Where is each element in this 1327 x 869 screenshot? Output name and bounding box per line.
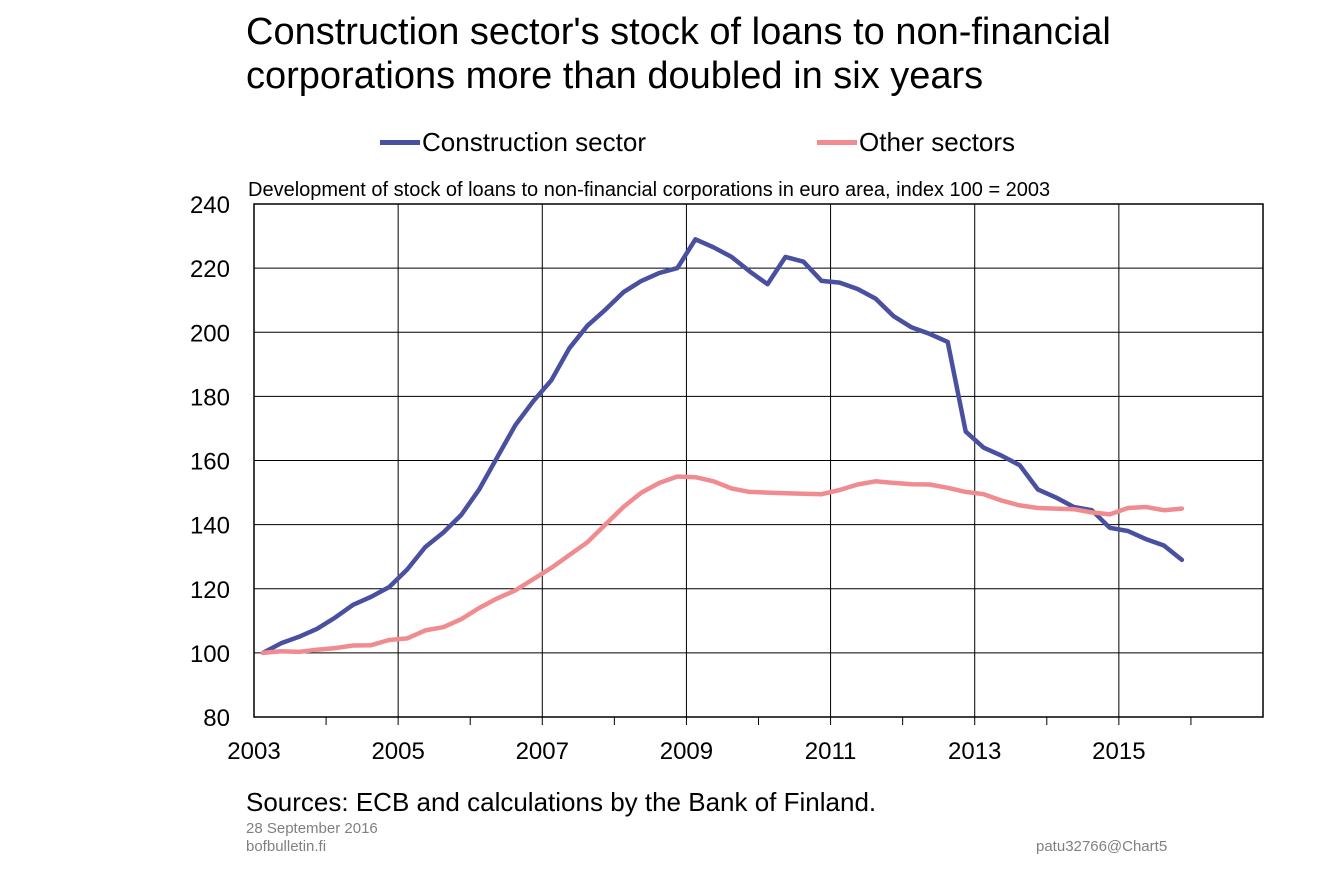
x-tick-label: 2013 (948, 738, 1001, 765)
y-tick-label: 200 (190, 320, 230, 347)
y-tick-label: 80 (203, 705, 230, 732)
x-tick-label: 2003 (227, 738, 280, 765)
x-tick-label: 2011 (805, 738, 857, 765)
x-tick-label: 2007 (516, 738, 569, 765)
sources-note: Sources: ECB and calculations by the Ban… (246, 787, 877, 817)
publication-date: 28 September 2016 (246, 820, 378, 837)
series-lines (260, 237, 1185, 656)
chart-subtitle: Development of stock of loans to non-fin… (248, 179, 1051, 201)
series-line-construction (260, 237, 1185, 656)
axis-labels: 80 100 120 140 160 180 200 220 240 2003 2005 2007 20… (190, 192, 1146, 765)
series-line-other (260, 474, 1185, 656)
site-name: bofbulletin.fi (246, 838, 327, 855)
x-tick-label: 2015 (1092, 738, 1145, 765)
y-tick-label: 140 (190, 513, 230, 540)
y-tick-label: 100 (190, 641, 230, 668)
y-tick-label: 120 (190, 577, 230, 604)
legend-label-construction: Construction sector (422, 127, 646, 157)
y-tick-label: 240 (190, 192, 230, 219)
y-tick-label: 180 (190, 384, 230, 411)
legend-item-other: Other sectors (817, 125, 1015, 159)
legend-swatch-other (817, 139, 857, 145)
axis-ticks (325, 717, 1192, 725)
legend-item-construction: Construction sector (380, 125, 646, 159)
x-tick-label: 2005 (371, 738, 424, 765)
y-tick-label: 220 (190, 256, 230, 283)
legend-swatch-construction (380, 139, 420, 145)
legend-label-other: Other sectors (859, 127, 1016, 157)
y-tick-label: 160 (190, 449, 230, 476)
grid-lines (254, 204, 1263, 717)
chart-legend: Construction sector Other sectors (0, 125, 1327, 159)
x-tick-label: 2009 (660, 738, 713, 765)
chart-id: patu32766@Chart5 (1036, 838, 1168, 855)
chart-title: Construction sector's stock of loans to … (246, 11, 1111, 97)
